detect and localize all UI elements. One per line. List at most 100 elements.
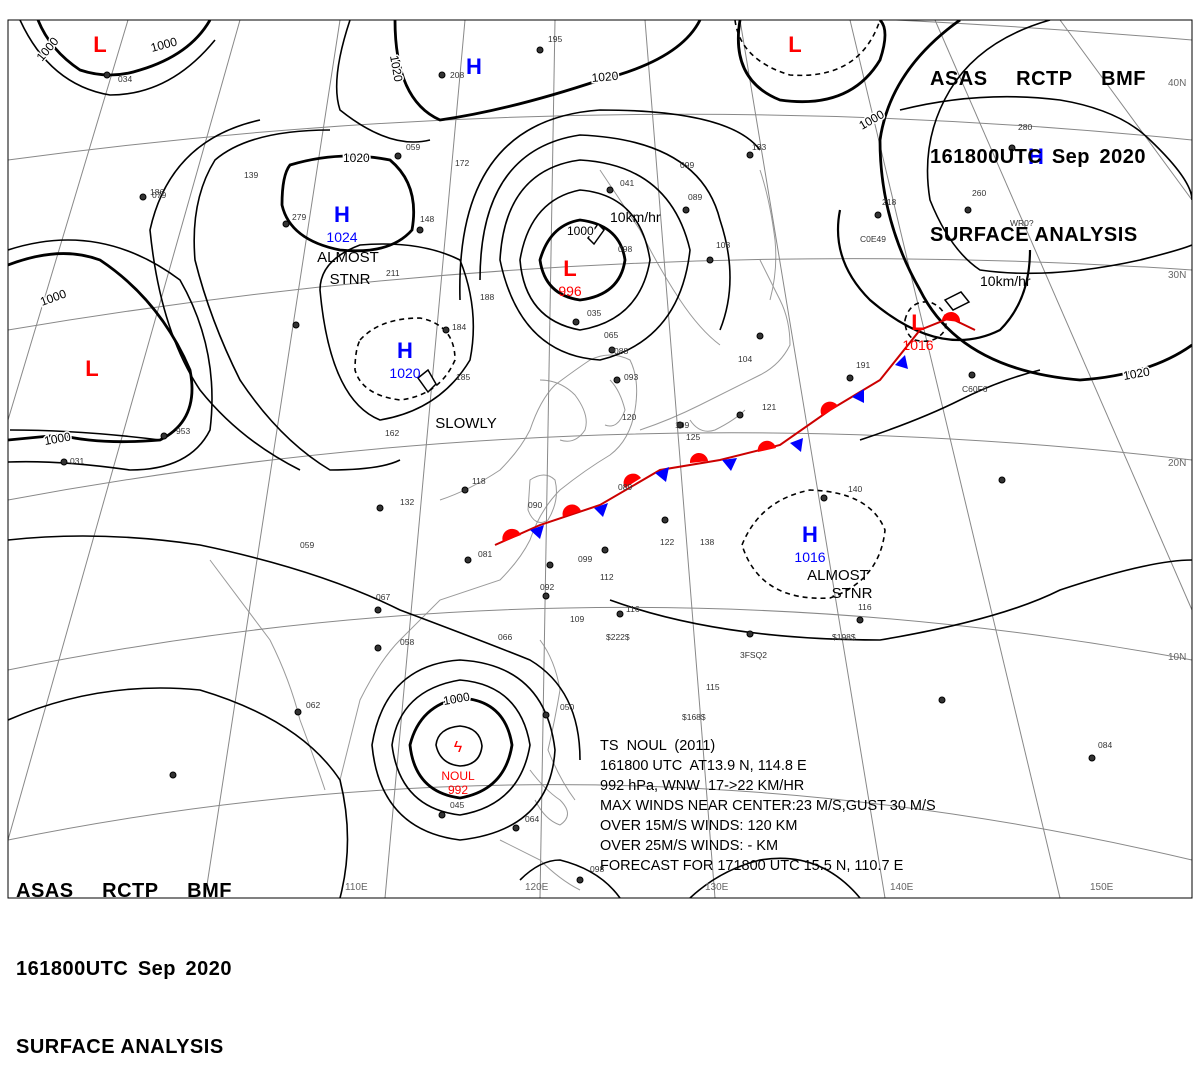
motion-speed-label: 10km/hr bbox=[610, 209, 661, 225]
station-pressure: 089 bbox=[688, 192, 702, 202]
station-pressure: 067 bbox=[376, 592, 390, 602]
lat-label: 30N bbox=[1168, 270, 1186, 281]
header-bottom-left: ASAS RCTP BMF 161800UTC Sep 2020 SURFACE… bbox=[16, 826, 232, 1086]
footer-year: 2020 bbox=[185, 958, 232, 980]
movement-annotation: STNR bbox=[832, 585, 873, 602]
station-pressure: 065 bbox=[604, 330, 618, 340]
movement-annotation: ALMOST bbox=[317, 249, 379, 266]
station-pressure: 260 bbox=[972, 188, 986, 198]
station-pressure: 084 bbox=[1098, 740, 1112, 750]
lon-label: 120E bbox=[525, 882, 549, 893]
map-frame bbox=[7, 19, 1193, 899]
movement-annotation: STNR bbox=[330, 271, 371, 288]
footer-time-row: 161800UTC Sep 2020 bbox=[16, 956, 232, 982]
station-pressure: 112 bbox=[600, 572, 614, 582]
station-pressure: 279 bbox=[292, 212, 306, 222]
header-agency-3: BMF bbox=[1101, 68, 1146, 90]
stationary-front bbox=[494, 311, 976, 546]
footer-product: SURFACE ANALYSIS bbox=[16, 1036, 224, 1058]
low-pressure-center: L bbox=[93, 32, 106, 57]
station-pressure: 050 bbox=[560, 702, 574, 712]
header-top-right: ASAS RCTP BMF 161800UTC Sep 2020 SURFACE… bbox=[930, 14, 1146, 274]
station-pressure: 218 bbox=[882, 197, 896, 207]
station-code: 3FSQ2 bbox=[740, 650, 767, 660]
lat-lon-grid bbox=[8, 20, 1192, 898]
isobar-label: 1000 bbox=[43, 429, 72, 447]
station-pressure: 090 bbox=[528, 500, 542, 510]
storm-info-line: 992 hPa, WNW 17->22 KM/HR bbox=[600, 778, 805, 794]
station-pressure: 211 bbox=[386, 268, 400, 278]
station-pressure: 132 bbox=[400, 497, 414, 507]
low-pressure-center: L bbox=[563, 256, 576, 281]
isobar-label: 1000 bbox=[442, 689, 471, 707]
storm-info-line: MAX WINDS NEAR CENTER:23 M/S,GUST 30 M/S bbox=[600, 798, 936, 814]
station-pressure: 066 bbox=[498, 632, 512, 642]
isobars bbox=[8, 20, 1192, 898]
lat-label: 20N bbox=[1168, 458, 1186, 469]
isobar-label: 1000 bbox=[149, 34, 179, 55]
station-pressure: 059 bbox=[406, 142, 420, 152]
station-pressure: 035 bbox=[587, 308, 601, 318]
station-pressure: 133 bbox=[752, 142, 766, 152]
high-pressure-center: H bbox=[466, 54, 482, 79]
isobar-label: 1020 bbox=[343, 151, 370, 165]
center-pressure-value: 1016 bbox=[794, 549, 825, 565]
station-pressure: 093 bbox=[624, 372, 638, 382]
station-pressure: 953 bbox=[176, 426, 190, 436]
storm-info-line: FORECAST FOR 171800 UTC 15.5 N, 110.7 E bbox=[600, 858, 904, 874]
lon-label: 140E bbox=[890, 882, 914, 893]
motion-arrows bbox=[416, 222, 971, 394]
storm-info-line: OVER 25M/S WINDS: - KM bbox=[600, 838, 779, 854]
header-agency-1: ASAS bbox=[930, 68, 988, 90]
header-year: 2020 bbox=[1099, 146, 1146, 168]
station-pressure: 185 bbox=[456, 372, 470, 382]
isobar-label: 1000 bbox=[567, 224, 594, 238]
station-pressure: 045 bbox=[450, 800, 464, 810]
isobar-label: 1020 bbox=[1122, 364, 1151, 382]
movement-annotation: SLOWLY bbox=[435, 415, 496, 432]
header-time: 161800UTC bbox=[930, 146, 1043, 168]
station-pressure: 188 bbox=[480, 292, 494, 302]
isobar-label: 1000 bbox=[38, 286, 68, 308]
footer-agency-1: ASAS bbox=[16, 880, 74, 902]
station-pressure: 064 bbox=[525, 814, 539, 824]
low-pressure-center: L bbox=[85, 356, 98, 381]
map-text-layer: 110E 120E 130E 140E 150E 40N 30N 20N 10N 1000 1000… bbox=[32, 32, 1186, 893]
lon-label: 130E bbox=[705, 882, 729, 893]
weather-map: 110E 120E 130E 140E 150E 40N 30N 20N 10N 1000 1000… bbox=[7, 19, 1193, 899]
station-pressure: 208 bbox=[450, 70, 464, 80]
center-pressure-value: 996 bbox=[558, 283, 582, 299]
station-pressure: 184 bbox=[452, 322, 466, 332]
storm-info-box: TS NOUL (2011) 161800 UTC AT13.9 N, 114.8… bbox=[600, 736, 936, 876]
station-code: $198$ bbox=[832, 632, 856, 642]
station-pressure: 139 bbox=[244, 170, 258, 180]
isobar-label: 1020 bbox=[387, 54, 405, 83]
storm-info-line: 161800 UTC AT13.9 N, 114.8 E bbox=[600, 758, 807, 774]
station-pressure: 059 bbox=[300, 540, 314, 550]
station-pressure: 081 bbox=[478, 549, 492, 559]
typhoon-name: NOUL bbox=[441, 769, 475, 783]
storm-info-line: TS NOUL (2011) bbox=[600, 738, 716, 754]
lat-label: 40N bbox=[1168, 78, 1186, 89]
station-pressure: 104 bbox=[738, 354, 752, 364]
station-pressure: 034 bbox=[118, 74, 132, 84]
high-pressure-center: H bbox=[397, 338, 413, 363]
station-pressure: 098 bbox=[618, 244, 632, 254]
center-pressure-value: 1024 bbox=[326, 229, 357, 245]
station-pressure: 121 bbox=[762, 402, 776, 412]
station-pressure: 041 bbox=[620, 178, 634, 188]
high-pressure-center: H bbox=[802, 522, 818, 547]
high-pressure-center: H bbox=[334, 202, 350, 227]
high-pressure-center: H bbox=[1028, 144, 1044, 169]
low-pressure-center: L bbox=[788, 32, 801, 57]
movement-annotation: ALMOST bbox=[807, 567, 869, 584]
station-pressure: 125 bbox=[686, 432, 700, 442]
header-time-row: 161800UTC Sep 2020 bbox=[930, 144, 1146, 170]
tropical-storm-icon: ϟ bbox=[454, 739, 463, 756]
station-pressure: 148 bbox=[420, 214, 434, 224]
station-pressure: 195 bbox=[548, 34, 562, 44]
lon-label: 110E bbox=[345, 882, 368, 893]
station-pressure: 138 bbox=[700, 537, 714, 547]
storm-info-line: OVER 15M/S WINDS: 120 KM bbox=[600, 818, 798, 834]
station-pressure: 191 bbox=[856, 360, 870, 370]
